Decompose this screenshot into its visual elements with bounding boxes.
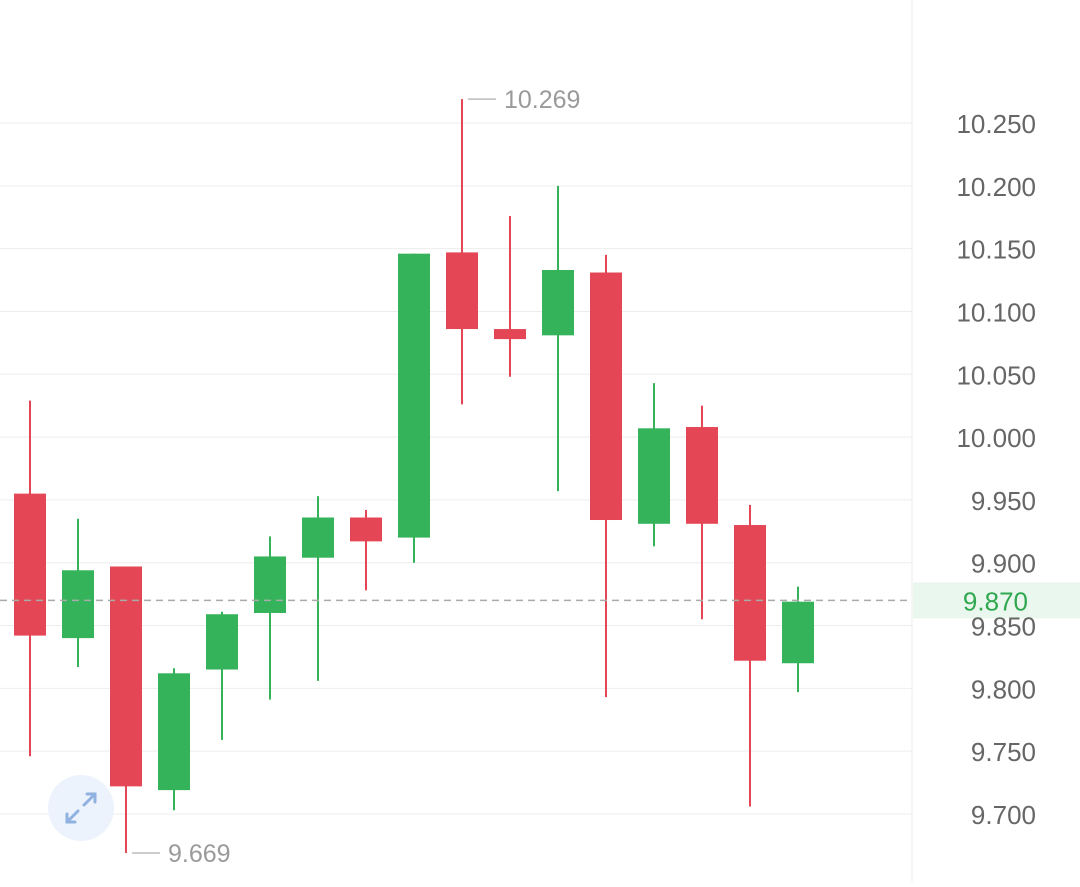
candle[interactable] (638, 383, 670, 547)
expand-chart-button[interactable] (48, 775, 114, 841)
expand-arrows-icon (65, 792, 97, 824)
candle-body[interactable] (62, 570, 94, 639)
candle-body[interactable] (302, 517, 334, 558)
candle-body[interactable] (638, 428, 670, 524)
extreme-annotations: 10.269 9.669 (132, 86, 580, 868)
y-tick-label: 9.950 (971, 486, 1036, 516)
candle-body[interactable] (110, 566, 142, 787)
candle-body[interactable] (398, 253, 430, 538)
candle-body[interactable] (158, 673, 190, 791)
candle[interactable] (302, 496, 334, 681)
candle[interactable] (350, 509, 382, 591)
y-tick-label: 9.800 (971, 674, 1036, 704)
candle[interactable] (542, 185, 574, 492)
low-annotation-label: 9.669 (168, 840, 231, 868)
candle[interactable] (62, 518, 94, 668)
candle-body[interactable] (542, 269, 574, 336)
candles[interactable] (14, 99, 814, 853)
candle[interactable] (446, 99, 478, 405)
candle-body[interactable] (254, 556, 286, 613)
candle-body[interactable] (206, 614, 238, 670)
y-tick-label: 9.850 (971, 612, 1036, 642)
current-price-label: 9.870 (963, 586, 1028, 616)
candle[interactable] (590, 254, 622, 698)
y-tick-label: 9.750 (971, 737, 1036, 767)
y-tick-label: 10.050 (956, 360, 1036, 390)
y-tick-label: 10.000 (956, 423, 1036, 453)
candle-body[interactable] (590, 272, 622, 521)
y-tick-label: 9.900 (971, 549, 1036, 579)
candle-body[interactable] (350, 517, 382, 542)
candle[interactable] (14, 400, 46, 757)
candle-body[interactable] (734, 525, 766, 661)
candle[interactable] (398, 253, 430, 563)
y-tick-label: 10.250 (956, 109, 1036, 139)
candle-body[interactable] (494, 329, 526, 340)
candle[interactable] (158, 668, 190, 811)
candle[interactable] (734, 504, 766, 807)
y-tick-label: 10.100 (956, 297, 1036, 327)
y-tick-label: 10.200 (956, 172, 1036, 202)
high-annotation-label: 10.269 (504, 86, 580, 114)
candle[interactable] (110, 566, 142, 853)
candle[interactable] (686, 405, 718, 620)
candle-body[interactable] (686, 427, 718, 524)
y-tick-label: 9.700 (971, 800, 1036, 830)
candle[interactable] (254, 536, 286, 700)
candle[interactable] (782, 586, 814, 693)
candle-body[interactable] (782, 601, 814, 664)
current-price-line: 9.870 (0, 582, 1080, 619)
y-axis: 10.250 10.200 10.150 10.100 10.050 10.000 9.95… (956, 109, 1036, 830)
candle[interactable] (494, 215, 526, 377)
candle-body[interactable] (14, 493, 46, 636)
y-tick-label: 10.150 (956, 235, 1036, 265)
current-price-tag (913, 582, 1080, 619)
candle[interactable] (206, 611, 238, 740)
candle-body[interactable] (446, 252, 478, 330)
